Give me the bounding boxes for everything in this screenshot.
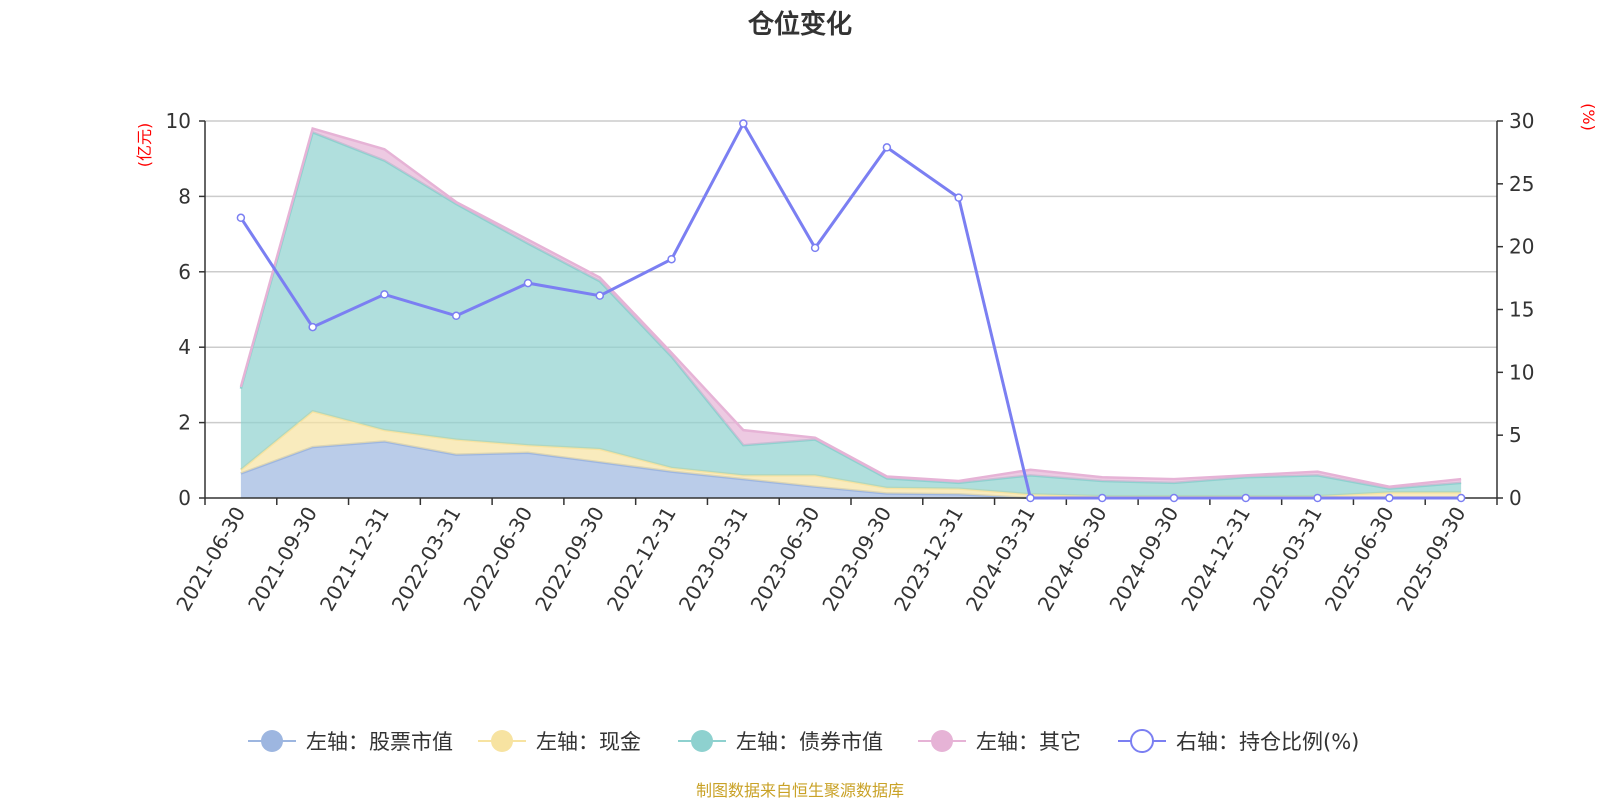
legend-marker — [261, 730, 283, 752]
stacked-areas — [239, 126, 1462, 500]
legend-label: 左轴：其它 — [976, 730, 1081, 754]
left-tick-label: 10 — [166, 109, 191, 133]
x-tick-label: 2021-06-30 — [171, 503, 250, 616]
ratio-point — [236, 213, 246, 223]
right-tick-label: 20 — [1509, 235, 1534, 259]
ratio-point — [810, 243, 820, 253]
ratio-point — [595, 291, 605, 300]
x-tick-label: 2022-12-31 — [602, 503, 681, 616]
ratio-point — [1169, 493, 1179, 503]
x-tick-label: 2022-03-31 — [387, 503, 466, 616]
right-tick-label: 25 — [1509, 172, 1534, 196]
legend-item-1: 左轴：股票市值 — [248, 730, 453, 754]
x-tick-label: 2025-09-30 — [1392, 503, 1471, 616]
left-axis-unit: (亿元) — [135, 123, 154, 168]
left-tick-label: 0 — [178, 486, 191, 510]
x-tick-label: 2024-12-31 — [1176, 503, 1255, 616]
ratio-point — [1385, 493, 1394, 503]
x-tick-label: 2025-06-30 — [1320, 503, 1399, 616]
x-tick-label: 2023-12-31 — [889, 503, 968, 616]
ratio-point — [523, 278, 533, 288]
legend-label: 右轴：持仓比例(%) — [1176, 730, 1359, 754]
right-tick-label: 30 — [1509, 109, 1534, 133]
ratio-point — [739, 119, 748, 128]
x-tick-label: 2023-09-30 — [817, 503, 896, 616]
x-tick-label: 2021-09-30 — [243, 503, 322, 616]
x-tick-label: 2024-03-31 — [961, 503, 1040, 616]
x-tick-label: 2023-06-30 — [746, 503, 825, 616]
legend: 左轴：股票市值 左轴：现金 左轴：债券市值 左轴：其它 右轴：持仓比例(%) — [248, 729, 1359, 754]
ratio-point — [882, 143, 892, 152]
left-tick-label: 8 — [178, 184, 191, 208]
legend-label: 左轴：股票市值 — [306, 730, 453, 754]
left-tick-label: 4 — [178, 335, 191, 359]
ratio-point — [1313, 493, 1322, 503]
x-tick-label: 2022-09-30 — [530, 503, 609, 616]
ratio-line-group — [236, 119, 1466, 503]
legend-item-4: 左轴：其它 — [918, 730, 1081, 754]
legend-label: 左轴：债券市值 — [736, 730, 883, 754]
ratio-point — [1456, 493, 1466, 503]
ratio-line — [239, 120, 1462, 500]
left-tick-label: 2 — [178, 411, 191, 435]
legend-item-2: 左轴：现金 — [478, 730, 641, 754]
chart-title: 仓位变化 — [747, 9, 852, 40]
ratio-point — [451, 311, 461, 321]
ratio-point — [1097, 493, 1107, 503]
right-tick-label: 5 — [1509, 423, 1522, 447]
ratio-point — [380, 290, 389, 299]
right-axis-unit: (%) — [1579, 103, 1598, 131]
legend-marker — [931, 730, 953, 752]
x-tick-label: 2021-12-31 — [315, 503, 394, 616]
x-tick-label: 2025-03-31 — [1248, 503, 1327, 616]
legend-marker — [691, 730, 713, 752]
right-tick-label: 15 — [1509, 298, 1534, 322]
ratio-point — [667, 254, 676, 264]
legend-marker — [1130, 729, 1154, 753]
ratio-point — [1026, 493, 1035, 503]
legend-item-5: 右轴：持仓比例(%) — [1118, 729, 1359, 754]
ratio-point — [1241, 493, 1251, 503]
legend-marker — [491, 730, 513, 752]
area-series-4-line — [239, 126, 1462, 488]
x-tick-label: 2022-06-30 — [458, 503, 537, 616]
legend-item-3: 左轴：债券市值 — [678, 730, 883, 754]
right-tick-label: 10 — [1509, 360, 1534, 384]
right-tick-label: 0 — [1509, 486, 1522, 510]
legend-label: 左轴：现金 — [536, 730, 641, 754]
x-tick-label: 2024-06-30 — [1033, 503, 1112, 616]
ratio-point — [954, 193, 963, 202]
ratio-point — [308, 322, 317, 332]
x-tick-label: 2024-09-30 — [1104, 503, 1183, 616]
area-series-3 — [240, 132, 1462, 497]
left-tick-label: 6 — [178, 260, 191, 284]
x-tick-label: 2023-03-31 — [674, 503, 753, 616]
source-note: 制图数据来自恒生聚源数据库 — [696, 781, 904, 800]
